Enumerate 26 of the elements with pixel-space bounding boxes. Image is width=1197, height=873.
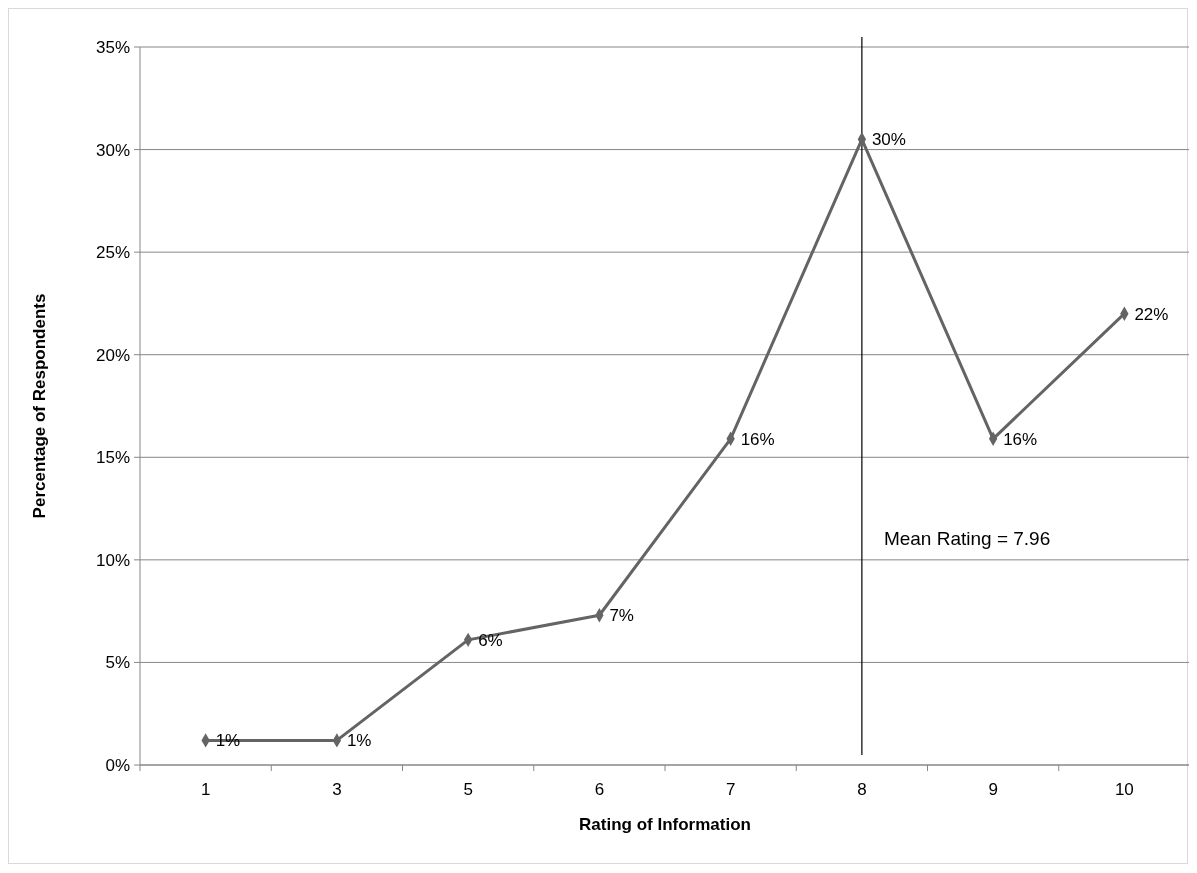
y-tick-label: 20% <box>95 345 130 365</box>
x-tick-label: 8 <box>857 780 867 799</box>
y-tick-label: 25% <box>95 243 130 263</box>
y-tick-label: 15% <box>95 448 130 468</box>
y-tick-label: 10% <box>95 550 130 570</box>
y-tick-label: 0% <box>105 756 130 775</box>
x-tick-label: 7 <box>725 780 736 799</box>
data-label: 22% <box>1134 304 1169 324</box>
y-tick-label: 30% <box>95 140 130 160</box>
x-axis-title: Rating of Information <box>579 815 751 834</box>
data-label: 16% <box>740 429 775 449</box>
x-tick-label: 9 <box>988 780 998 799</box>
y-axis-title: Percentage of Respondents <box>30 293 49 519</box>
data-label: 1% <box>346 731 372 751</box>
x-tick-label: 10 <box>1114 780 1134 799</box>
x-tick-label: 6 <box>594 780 605 799</box>
data-label: 7% <box>609 606 634 626</box>
data-label: 30% <box>871 130 906 150</box>
y-tick-label: 5% <box>105 653 130 673</box>
data-label: 6% <box>478 630 503 650</box>
x-tick-label: 5 <box>463 780 473 799</box>
y-tick-label: 35% <box>95 38 130 57</box>
x-tick-label: 3 <box>332 780 342 799</box>
ref-line-label: Mean Rating = 7.96 <box>883 528 1051 550</box>
data-label: 16% <box>1003 429 1038 449</box>
x-tick-label: 1 <box>200 780 211 799</box>
